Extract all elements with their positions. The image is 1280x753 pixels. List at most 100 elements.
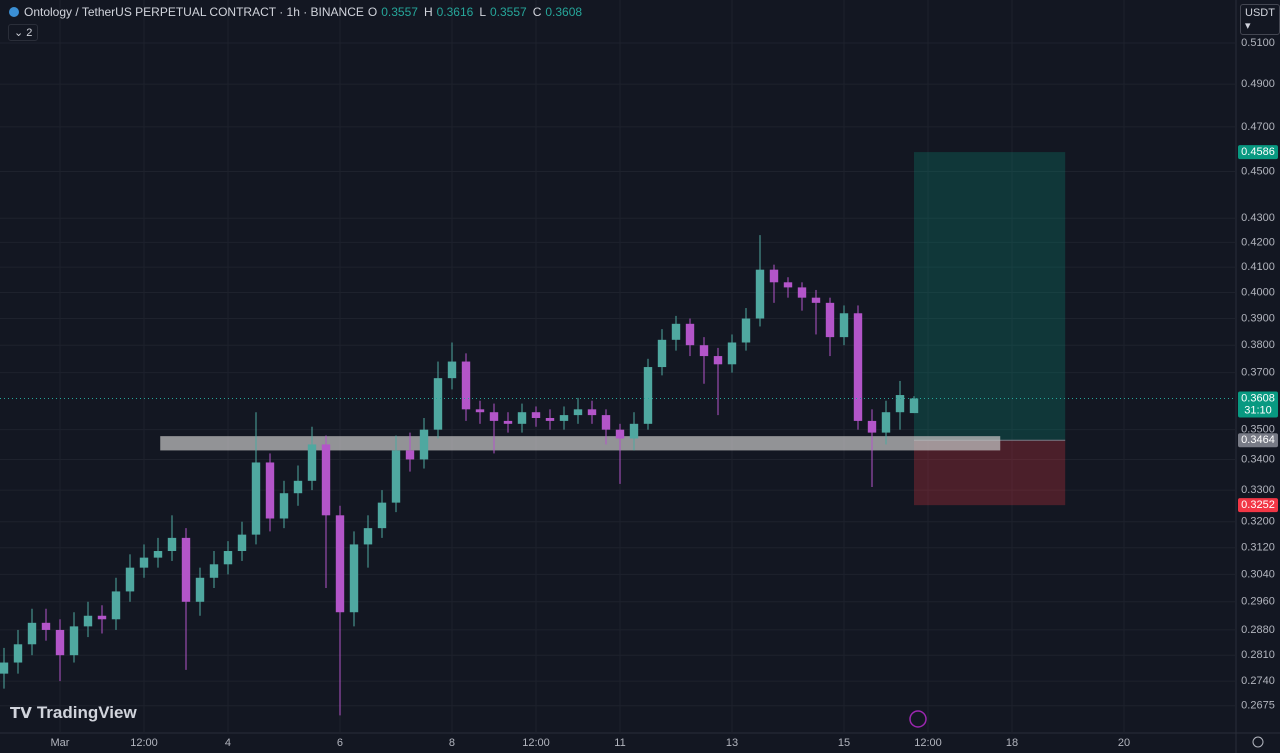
candle-body	[615, 429, 625, 439]
candle-body	[685, 323, 695, 346]
candle	[489, 403, 499, 454]
candle-body	[475, 409, 485, 413]
candle-body	[741, 318, 751, 343]
y-tick-label: 0.3040	[1241, 568, 1275, 580]
currency-button[interactable]: USDT ▾	[1240, 4, 1280, 35]
current-price-label: 0.3608	[1241, 392, 1275, 404]
candle-body	[503, 420, 513, 424]
y-tick-label: 0.3200	[1241, 516, 1275, 528]
y-tick-label: 0.4300	[1241, 212, 1275, 224]
stop-price-label-bg	[1238, 498, 1278, 513]
header: Ontology / TetherUS PERPETUAL CONTRACT ·…	[8, 5, 584, 19]
candle-body	[69, 626, 79, 656]
x-tick-label: 6	[337, 737, 343, 749]
candle-body	[909, 398, 919, 414]
candle-body	[797, 287, 807, 298]
y-tick-label: 0.3700	[1241, 366, 1275, 378]
candle	[111, 577, 121, 630]
candle	[447, 342, 457, 390]
candle-body	[209, 564, 219, 578]
candle	[685, 318, 695, 357]
candle-body	[363, 528, 373, 545]
ohlc-value: 0.3616	[436, 5, 474, 19]
candle-body	[405, 450, 415, 460]
candle-body	[489, 412, 499, 421]
candle-body	[895, 395, 905, 413]
candle	[223, 541, 233, 575]
candle	[839, 305, 849, 346]
candle	[643, 358, 653, 430]
candle	[181, 528, 191, 670]
candle	[41, 608, 51, 641]
candle-body	[713, 356, 723, 365]
x-tick-label: 12:00	[522, 737, 550, 749]
ohlc-label: O	[367, 5, 378, 19]
candle	[657, 329, 667, 376]
candle-body	[783, 282, 793, 288]
candle-body	[293, 480, 303, 494]
candle	[727, 334, 737, 373]
candle	[237, 521, 247, 561]
candle	[27, 608, 37, 656]
candle	[475, 400, 485, 424]
ohlc-label: L	[479, 5, 486, 19]
candle	[405, 432, 415, 472]
watermark-text: TradingView	[36, 703, 137, 722]
candle	[587, 400, 597, 424]
candle	[349, 531, 359, 627]
candle-body	[321, 444, 331, 516]
candle	[797, 282, 807, 311]
candle-body	[517, 412, 527, 424]
candle-body	[629, 423, 639, 439]
entry-price-label-bg	[1238, 433, 1278, 448]
ohlc-value: 0.3608	[545, 5, 583, 19]
candle	[279, 480, 289, 529]
candle-body	[419, 429, 429, 460]
x-tick-label: Mar	[51, 737, 70, 749]
x-tick-label: 20	[1118, 737, 1130, 749]
candle	[251, 412, 261, 545]
candle-body	[223, 551, 233, 565]
candle	[517, 403, 527, 433]
candle	[139, 544, 149, 578]
y-tick-label: 0.4200	[1241, 236, 1275, 248]
candle	[909, 396, 919, 414]
candle-body	[601, 415, 611, 430]
candle-body	[433, 378, 443, 430]
candle-body	[769, 269, 779, 283]
x-tick-label: 13	[726, 737, 738, 749]
x-tick-label: 18	[1006, 737, 1018, 749]
candle-body	[349, 544, 359, 613]
x-tick-label: 15	[838, 737, 850, 749]
candle-body	[125, 567, 135, 592]
candle-body	[265, 462, 275, 519]
y-tick-label: 0.5100	[1241, 37, 1275, 49]
ohlc-value: 0.3557	[490, 5, 527, 19]
candle-body	[545, 417, 555, 421]
candle	[769, 264, 779, 303]
y-tick-label: 0.4500	[1241, 165, 1275, 177]
candle	[265, 453, 275, 532]
candle-body	[0, 662, 9, 674]
y-tick-label: 0.3800	[1241, 339, 1275, 351]
candle-body	[335, 515, 345, 613]
settings-icon	[1252, 736, 1264, 748]
candle-body	[559, 415, 569, 421]
candle	[531, 406, 541, 427]
indicator-toggle[interactable]: ⌄ 2	[8, 24, 39, 41]
x-tick-label: 11	[614, 737, 625, 749]
x-tick-label: 12:00	[914, 737, 942, 749]
candle	[867, 409, 877, 487]
candle	[195, 567, 205, 616]
y-tick-label: 0.2880	[1241, 624, 1275, 636]
candle	[881, 400, 891, 445]
candle	[209, 551, 219, 588]
candle-body	[237, 534, 247, 552]
y-tick-label: 0.2810	[1241, 649, 1275, 661]
candle-body	[377, 502, 387, 529]
candle	[573, 397, 583, 424]
candle-body	[13, 644, 23, 663]
candle	[671, 315, 681, 351]
candle	[741, 308, 751, 351]
